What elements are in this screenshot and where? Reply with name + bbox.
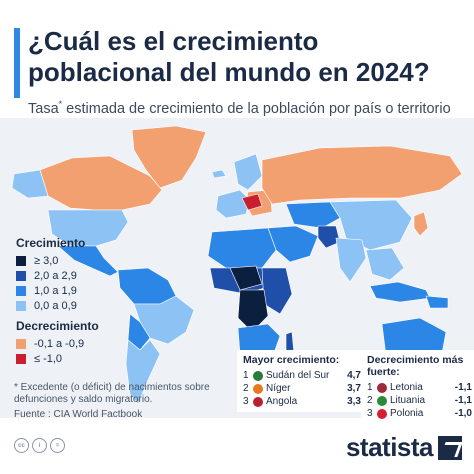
legend-swatch (16, 338, 26, 349)
top-growth-panel: Mayor crecimiento: 1 Sudán del Sur 4,7 2 Ní… (237, 350, 367, 412)
flag-icon (253, 396, 263, 407)
top-decline-panel: Decrecimiento más fuerte: 1 Letonia -1,1 2… (361, 350, 474, 424)
legend-item-le-neg1: ≤ -1,0 (16, 351, 99, 366)
map-russia (261, 145, 463, 205)
page-title: ¿Cuál es el crecimiento poblacional del … (28, 26, 430, 87)
legend-item-2-29: 2,0 a 2,9 (16, 268, 99, 283)
map-china (329, 199, 413, 251)
top-decline-row: 1 Letonia -1,1 (367, 382, 472, 393)
legend-item-0-09: 0,0 a 0,9 (16, 298, 99, 313)
map-central-africa (237, 289, 269, 333)
world-map (0, 118, 474, 418)
map-north-africa (207, 227, 277, 269)
legend-item-1-19: 1,0 a 1,9 (16, 283, 99, 298)
map-iceland (211, 169, 227, 179)
map-png (425, 295, 449, 309)
top-growth-row: 3 Angola 3,3 (243, 396, 361, 407)
flag-icon (253, 370, 263, 381)
map-greenland (131, 125, 207, 189)
map-south-america-north (117, 267, 177, 305)
top-decline-row: 2 Lituania -1,1 (367, 395, 472, 406)
top-growth-row: 2 Níger 3,7 (243, 383, 361, 394)
flag-icon (253, 383, 263, 394)
flag-icon (377, 395, 387, 406)
no-derivatives-icon[interactable]: = (50, 438, 65, 453)
top-growth-row: 1 Sudán del Sur 4,7 (243, 370, 361, 381)
license-icons: cc i = (14, 438, 65, 453)
top-growth-title: Mayor crecimiento: (243, 354, 340, 366)
map-india (335, 237, 367, 283)
footnote: * Excedente (o déficit) de nacimientos s… (14, 382, 210, 405)
top-decline-row: 3 Polonia -1,0 (367, 408, 472, 419)
map-canada (39, 155, 163, 211)
source-line: Fuente : CIA World Factbook (14, 409, 143, 420)
top-decline-title: Decrecimiento más fuerte: (367, 354, 464, 378)
legend-swatch (16, 255, 26, 266)
flag-icon (377, 408, 387, 419)
map-indonesia (369, 281, 431, 303)
legend-swatch (16, 300, 26, 311)
brand-wordmark: statista (345, 432, 434, 462)
map-niger-chad (229, 265, 263, 291)
map-middle-east (267, 225, 319, 263)
map-southern-cone (125, 339, 161, 405)
map-poland-baltics (241, 193, 263, 211)
brand-mark-icon (438, 435, 462, 460)
map-scandinavia (233, 153, 263, 191)
legend-swatch (16, 353, 26, 364)
map-west-europe (215, 189, 251, 219)
legend-decline-title: Decrecimiento (16, 319, 99, 333)
map-se-asia (365, 247, 405, 281)
map-japan (413, 211, 429, 237)
map-alaska (11, 169, 49, 199)
attribution-icon[interactable]: i (32, 438, 47, 453)
map-central-asia (285, 201, 341, 229)
map-mexico (57, 245, 119, 277)
legend-item-gte3: ≥ 3,0 (16, 253, 99, 268)
legend-swatch (16, 270, 26, 281)
legend: Crecimiento ≥ 3,0 2,0 a 2,9 1,0 a 1,9 0,… (16, 236, 99, 366)
legend-swatch (16, 285, 26, 296)
legend-growth-title: Crecimiento (16, 236, 86, 250)
map-pakistan (317, 225, 341, 249)
map-usa (47, 209, 129, 247)
legend-item-neg-01-09: -0,1 a -0,9 (16, 336, 99, 351)
statista-logo[interactable]: statista (346, 432, 462, 463)
accent-bar (14, 28, 20, 98)
map-bolivia (127, 313, 151, 351)
cc-icon[interactable]: cc (14, 438, 29, 453)
flag-icon (377, 382, 387, 393)
